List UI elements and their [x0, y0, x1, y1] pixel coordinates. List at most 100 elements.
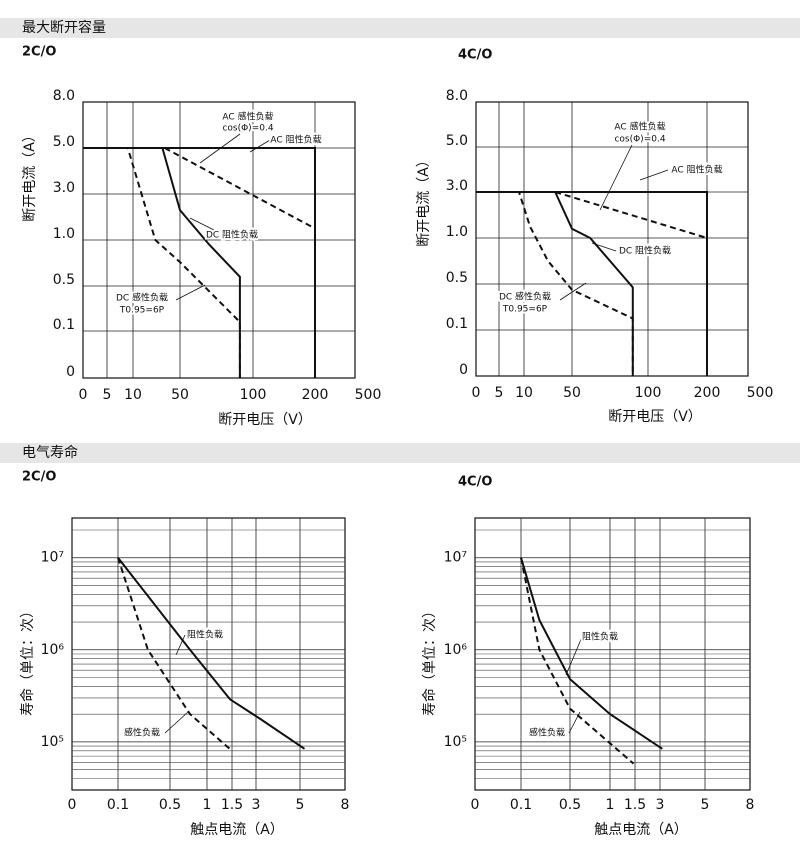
x-tick-label: 500 [355, 387, 382, 403]
x-axis-title: 触点电流（A） [594, 822, 688, 838]
annotation: 感性负载 [529, 727, 565, 739]
y-tick-label: 5.0 [446, 133, 468, 149]
x-tick-label: 10 [515, 385, 533, 401]
x-axis-title: 断开电压（V） [218, 412, 312, 428]
annotation: DC 感性负载 [499, 291, 551, 303]
chart-subtitle: 2C/O [22, 45, 56, 60]
chart-subtitle: 4C/O [458, 48, 492, 63]
series-line [83, 147, 241, 378]
x-tick-label: 1 [606, 797, 615, 813]
leader-line [189, 217, 215, 231]
section-title: 最大断开容量 [22, 19, 106, 36]
annotation: AC 感性负载 [614, 121, 665, 133]
x-tick-label: 0 [471, 797, 480, 813]
y-axis-title: 断开电流（A） [416, 153, 432, 247]
x-axis-title: 触点电流（A） [190, 822, 284, 838]
leader-line [249, 139, 271, 153]
section-bar [0, 443, 800, 463]
series-line [520, 557, 663, 750]
series-line [520, 557, 635, 765]
annotation: DC 阻性负载 [619, 245, 671, 257]
y-tick-label: 10⁵ [41, 734, 64, 750]
annotation: DC 感性负载 [116, 292, 168, 304]
annotation: cos(Φ)=0.4 [222, 124, 273, 134]
x-tick-label: 0.1 [107, 797, 129, 813]
series-line [117, 557, 233, 752]
leader-line [568, 711, 581, 734]
series-line [83, 147, 316, 378]
y-tick-label: 3.0 [446, 178, 468, 194]
x-tick-label: 3 [252, 797, 261, 813]
annotation: 阻性负载 [187, 629, 223, 641]
annotation: T0.95=6P [119, 306, 165, 316]
plot-frame [475, 101, 749, 377]
y-tick-label: 10⁶ [41, 642, 65, 658]
series-line [476, 191, 634, 376]
x-tick-label: 200 [302, 387, 329, 403]
annotation: T0.95=6P [502, 305, 548, 315]
x-tick-label: 50 [563, 385, 581, 401]
leader-line [559, 282, 587, 301]
x-tick-label: 0 [68, 797, 77, 813]
x-tick-label: 8 [341, 797, 350, 813]
y-tick-label: 3.0 [53, 180, 75, 196]
annotation: 感性负载 [124, 727, 160, 739]
x-tick-label: 10 [124, 387, 142, 403]
y-axis-title: 寿命（单位：次） [421, 604, 438, 716]
y-tick-label: 10⁶ [444, 642, 468, 658]
series-line [554, 191, 634, 376]
series-line [117, 557, 306, 750]
series-line [164, 147, 316, 230]
x-tick-label: 200 [694, 385, 721, 401]
x-tick-label: 1 [203, 797, 212, 813]
leader-line [199, 133, 241, 164]
annotation: AC 阻性负载 [270, 134, 321, 146]
x-tick-label: 0.5 [559, 797, 581, 813]
chart-subtitle: 4C/O [458, 475, 492, 490]
x-tick-label: 100 [635, 385, 662, 401]
section-title: 电气寿命 [22, 444, 78, 461]
annotation: cos(Φ)=0.4 [614, 135, 665, 145]
leader-line [599, 144, 633, 211]
y-tick-label: 0 [459, 362, 468, 378]
x-tick-label: 1.5 [221, 797, 243, 813]
series-line [476, 191, 708, 376]
x-tick-label: 0 [472, 385, 481, 401]
leader-line [565, 636, 583, 676]
x-axis-title: 断开电压（V） [608, 409, 702, 425]
chart-subtitle: 2C/O [22, 470, 56, 485]
y-tick-label: 1.0 [446, 224, 468, 240]
x-tick-label: 3 [656, 797, 665, 813]
y-tick-label: 1.0 [53, 226, 75, 242]
leader-line [639, 169, 669, 181]
y-tick-label: 0.1 [446, 316, 468, 332]
x-tick-label: 100 [240, 387, 267, 403]
x-tick-label: 1.5 [624, 797, 646, 813]
y-tick-label: 0.5 [446, 270, 468, 286]
y-tick-label: 10⁷ [41, 550, 64, 566]
annotation: 阻性负载 [582, 631, 618, 643]
annotation: DC 阻性负载 [206, 229, 258, 241]
x-tick-label: 50 [171, 387, 189, 403]
series-line [161, 147, 241, 378]
x-tick-label: 5 [103, 387, 112, 403]
y-tick-label: 10⁵ [444, 734, 467, 750]
y-axis-title: 寿命（单位：次） [19, 604, 36, 716]
x-tick-label: 0.5 [159, 797, 181, 813]
series-line [554, 191, 708, 239]
annotation: AC 阻性负载 [671, 164, 722, 176]
x-tick-label: 0 [79, 387, 88, 403]
leader-line [164, 711, 189, 734]
y-tick-label: 0.1 [53, 317, 75, 333]
section-bar [0, 18, 800, 38]
annotation: AC 感性负载 [222, 111, 273, 123]
leader-line [175, 284, 206, 301]
x-tick-label: 8 [746, 797, 755, 813]
y-tick-label: 0.5 [53, 272, 75, 288]
x-tick-label: 5 [495, 385, 504, 401]
leader-line [591, 242, 617, 252]
x-tick-label: 5 [701, 797, 710, 813]
y-axis-title: 断开电流（A） [22, 128, 38, 222]
y-tick-label: 10⁷ [444, 550, 467, 566]
